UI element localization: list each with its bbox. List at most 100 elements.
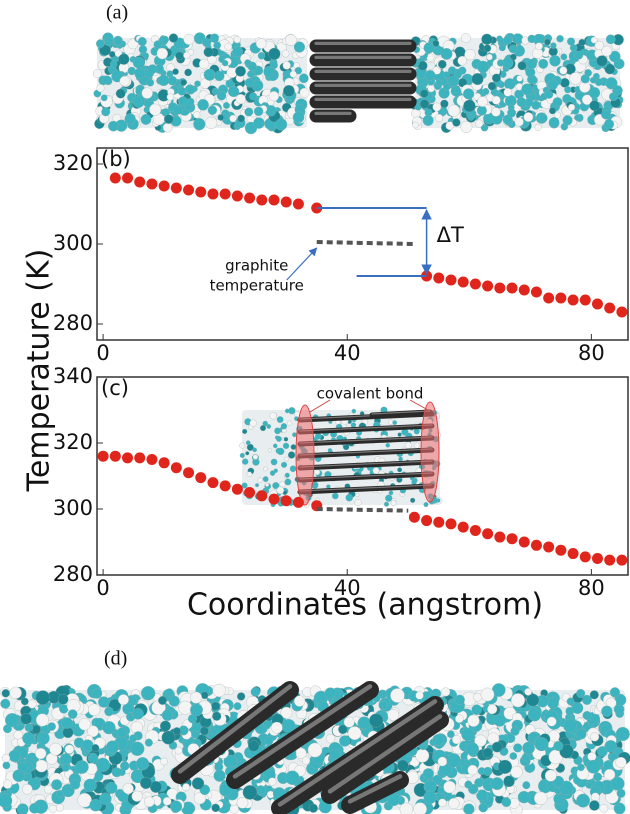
- atom: [338, 724, 348, 735]
- atom: [61, 717, 73, 729]
- atom: [282, 61, 291, 70]
- atom: [114, 38, 122, 46]
- atom: [284, 472, 290, 478]
- atom: [461, 727, 475, 742]
- atom: [314, 469, 321, 476]
- atom: [544, 769, 557, 782]
- atom: [132, 95, 145, 108]
- graphite-sheet: [297, 483, 435, 495]
- y-tick-label: 320: [53, 151, 93, 175]
- atom: [438, 60, 447, 69]
- atom: [491, 95, 501, 105]
- atom: [209, 33, 220, 43]
- graphite-shine: [299, 472, 433, 480]
- graphite-sheet: [297, 459, 435, 471]
- atom: [172, 727, 181, 736]
- data-point: [231, 483, 243, 495]
- atom: [236, 797, 249, 809]
- atom: [324, 687, 337, 699]
- atom: [411, 479, 417, 485]
- graphite-shine: [299, 436, 433, 444]
- atom: [96, 84, 105, 93]
- atom: [443, 71, 451, 79]
- atom: [253, 117, 265, 129]
- y-axis-label: Temperature (K): [22, 249, 57, 493]
- atom: [326, 484, 331, 489]
- atom: [147, 64, 158, 74]
- atom: [574, 50, 584, 60]
- atom: [146, 78, 155, 87]
- x-tick-label: 0: [96, 341, 109, 365]
- atom: [467, 764, 478, 776]
- atom: [193, 792, 206, 805]
- atom: [463, 99, 476, 113]
- atom: [447, 75, 460, 87]
- atom: [246, 471, 253, 477]
- atom: [522, 741, 535, 755]
- atom: [194, 80, 201, 87]
- data-point: [195, 472, 207, 484]
- atom: [255, 483, 259, 488]
- data-point: [494, 282, 506, 294]
- atom: [613, 802, 626, 814]
- atom: [325, 734, 336, 744]
- annotation: graphite: [225, 257, 288, 275]
- data-point: [604, 302, 616, 314]
- atom: [284, 456, 289, 462]
- data-point: [170, 462, 182, 474]
- atom: [527, 707, 542, 722]
- data-point: [134, 176, 146, 188]
- atom: [118, 694, 129, 706]
- atom: [280, 706, 293, 719]
- atom: [183, 51, 191, 59]
- atom: [552, 97, 563, 107]
- atom: [423, 502, 429, 508]
- data-point: [292, 198, 304, 210]
- atom: [547, 79, 558, 90]
- atom: [91, 688, 103, 699]
- graphite-sheet: [341, 771, 409, 814]
- atom: [1, 753, 11, 763]
- atom: [427, 85, 435, 93]
- atom: [331, 492, 339, 500]
- graphite-sheet: [297, 447, 435, 459]
- atom: [137, 37, 147, 47]
- data-point: [543, 292, 555, 304]
- atom: [101, 107, 111, 117]
- atom: [604, 740, 617, 753]
- atom: [200, 726, 209, 736]
- data-point: [469, 524, 481, 536]
- panel-label: (d): [104, 648, 127, 670]
- atom: [576, 688, 586, 698]
- atom: [447, 66, 457, 75]
- data-point: [219, 480, 231, 492]
- atom: [486, 53, 493, 61]
- atom: [161, 709, 174, 721]
- data-point: [433, 516, 445, 528]
- atom: [525, 67, 536, 78]
- atom: [559, 744, 574, 759]
- atom: [17, 762, 28, 773]
- atom: [168, 695, 180, 707]
- atom: [138, 45, 148, 54]
- atom: [307, 742, 323, 758]
- atom: [250, 687, 261, 697]
- data-point: [146, 178, 158, 190]
- atom: [508, 44, 518, 54]
- atom: [178, 96, 188, 106]
- atom: [615, 756, 627, 769]
- atom: [538, 58, 549, 69]
- atom: [2, 761, 11, 770]
- atom: [397, 432, 402, 437]
- atom: [229, 804, 239, 814]
- atom: [283, 85, 295, 97]
- atom: [510, 765, 523, 779]
- atom: [574, 114, 581, 121]
- atom: [404, 441, 412, 449]
- graphite-shine: [299, 484, 433, 492]
- atom: [476, 60, 490, 73]
- atom: [601, 45, 613, 57]
- data-point: [616, 554, 628, 566]
- atom: [241, 482, 248, 489]
- atom: [503, 775, 515, 787]
